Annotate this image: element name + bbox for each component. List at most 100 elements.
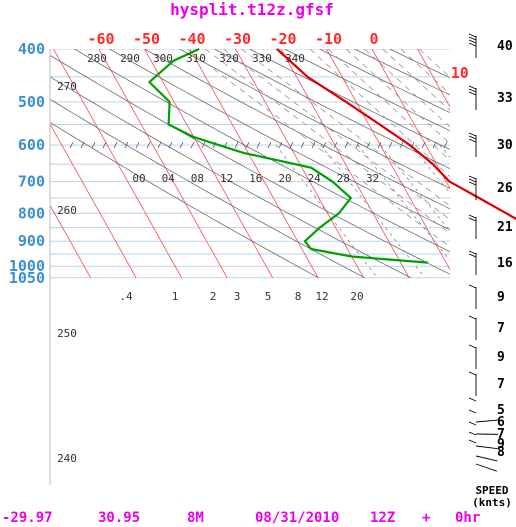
- mixing-ratio-line: [410, 144, 450, 194]
- wind-feather: [468, 214, 477, 219]
- theta-label: 340: [285, 52, 305, 65]
- wind-feather: [468, 431, 477, 436]
- wind-speed-label: 30: [497, 138, 513, 153]
- dry-adiabat: [144, 49, 450, 210]
- wind-speed-label: 26: [497, 181, 513, 196]
- wind-barb: [468, 439, 497, 472]
- theta-label: 330: [252, 52, 272, 65]
- theta-label: 300: [153, 52, 173, 65]
- hatch-mark: [278, 141, 283, 149]
- wind-speed-label: 6: [497, 415, 505, 430]
- wind-barb: [468, 85, 477, 110]
- hatch-mark: [245, 141, 250, 149]
- footer-date: 08/31/2010: [255, 510, 339, 526]
- wind-speed-label: 9: [497, 437, 505, 452]
- theta-label: 250: [57, 327, 77, 340]
- footer-height: 8M: [187, 510, 204, 526]
- wind-feather: [468, 344, 477, 349]
- hatch-mark: [135, 141, 140, 149]
- temp-label-top: 0: [369, 30, 378, 48]
- wind-speed-label: 16: [497, 256, 513, 271]
- hatch-mark: [300, 141, 305, 149]
- wind-barb: [468, 371, 477, 396]
- theta-label: 280: [87, 52, 107, 65]
- wind-speed-label: 8: [497, 445, 505, 460]
- hatch-mark: [69, 141, 74, 149]
- moist-label: 04: [162, 172, 176, 185]
- wind-feather: [468, 253, 477, 258]
- theta-label: 310: [186, 52, 206, 65]
- wind-feather: [468, 42, 477, 47]
- isotherm: [417, 49, 450, 108]
- wind-feather: [468, 132, 477, 137]
- hatch-mark: [311, 141, 316, 149]
- plot-area: [50, 49, 450, 279]
- wind-speed-label: 21: [497, 220, 513, 235]
- wind-barb: [468, 284, 477, 309]
- moist-label: 16: [249, 172, 262, 185]
- mixing-label: 20: [350, 290, 363, 303]
- dry-adiabat: [50, 98, 365, 279]
- wind-feather: [468, 217, 477, 222]
- wind-feather: [468, 85, 477, 90]
- wind-barb: [468, 250, 477, 275]
- dry-adiabat: [74, 49, 450, 253]
- mixing-label: 12: [315, 290, 328, 303]
- temp-label-top: -60: [87, 30, 114, 48]
- wind-feather: [468, 91, 477, 96]
- isotherm: [371, 49, 450, 190]
- dry-adiabat: [249, 49, 450, 150]
- hatch-mark: [421, 141, 426, 149]
- chart-title: hysplit.t12z.gfsf: [170, 0, 334, 19]
- hatch-mark: [333, 141, 338, 149]
- moist-adiabat: [241, 49, 450, 207]
- wind-speed-unit: (knts): [472, 496, 512, 509]
- moist-label: 08: [191, 172, 204, 185]
- isotherm: [144, 49, 273, 278]
- wind-staff: [475, 419, 498, 423]
- temp-label-top: -40: [178, 30, 205, 48]
- wind-speed-label: 40: [497, 39, 513, 54]
- moist-label: 20: [278, 172, 291, 185]
- wind-feather: [468, 284, 477, 289]
- wind-barb: [468, 175, 477, 200]
- temp-label-top: -20: [269, 30, 296, 48]
- wind-feather: [468, 439, 477, 444]
- hatch-mark: [80, 141, 85, 149]
- dry-adiabat: [50, 54, 450, 275]
- wind-barb: [468, 397, 498, 423]
- moist-label: 24: [308, 172, 322, 185]
- wind-speed-label: 5: [497, 403, 505, 418]
- theta-label: 270: [57, 80, 77, 93]
- pressure-label-900: 900: [18, 232, 45, 250]
- hatch-mark: [146, 141, 151, 149]
- hatch-mark: [355, 141, 360, 149]
- temperature-line: [276, 48, 516, 221]
- hatch-mark: [190, 141, 195, 149]
- wind-barb: [468, 132, 477, 157]
- wind-barb: [468, 214, 477, 239]
- dry-adiabat: [50, 76, 411, 279]
- theta-label: 260: [57, 204, 77, 217]
- hatch-mark: [124, 141, 129, 149]
- isotherm: [280, 49, 410, 278]
- moist-adiabat: [223, 49, 450, 221]
- mixing-ratio-line: [357, 144, 450, 262]
- wind-speed-label: 7: [497, 427, 505, 442]
- mixing-label: 2: [210, 290, 217, 303]
- wind-barb: [468, 431, 498, 462]
- dry-adiabat: [50, 121, 319, 279]
- pressure-label-400: 400: [18, 40, 45, 58]
- dry-adiabat: [109, 49, 450, 231]
- mixing-label: 3: [234, 290, 241, 303]
- mixing-ratio-line: [275, 144, 378, 279]
- pressure-label-1050: 1050: [9, 269, 45, 287]
- wind-feather: [468, 181, 477, 186]
- dewpoint-line: [148, 47, 428, 264]
- wind-feather: [468, 175, 477, 180]
- wind-staff: [475, 455, 498, 462]
- footer-lon: 30.95: [98, 510, 140, 526]
- hatch-mark: [388, 141, 393, 149]
